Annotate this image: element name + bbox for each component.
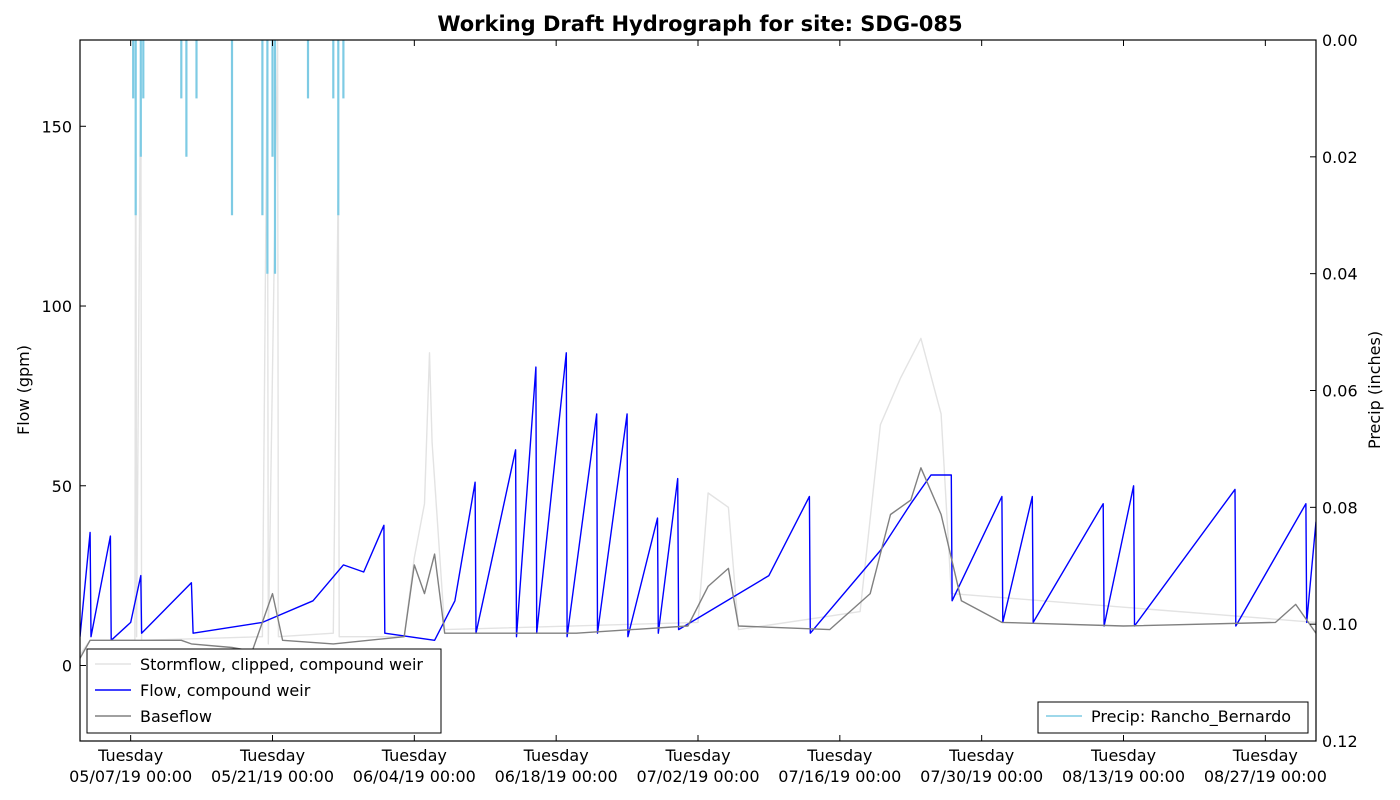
x-tick-label-day: Tuesday [239,746,305,765]
x-tick-label-date: 05/07/19 00:00 [69,767,192,786]
x-tick-label-day: Tuesday [806,746,872,765]
x-axis: Tuesday 05/07/19 00:00 Tuesday 05/21/19 00:… [69,40,1327,786]
legend-entry-flow: Flow, compound weir [95,681,311,700]
x-tick-label-day: Tuesday [523,746,589,765]
x-tick-label-date: 06/18/19 00:00 [495,767,618,786]
y-tick-label-right: 0.10 [1322,615,1358,634]
y-tick-label-right: 0.00 [1322,31,1358,50]
chart-title: Working Draft Hydrograph for site: SDG-0… [437,12,962,36]
legend-label-stormflow: Stormflow, clipped, compound weir [140,655,423,674]
x-tick-label-date: 08/27/19 00:00 [1204,767,1327,786]
legend-label-baseflow: Baseflow [140,707,212,726]
x-tick-label-date: 06/04/19 00:00 [353,767,476,786]
y-tick-label-left: 0 [62,657,72,676]
y-tick-label-left: 100 [41,297,72,316]
y-axis-label-left: Flow (gpm) [14,345,33,435]
series-line-flow [80,352,1316,641]
x-tick-label-day: Tuesday [664,746,730,765]
y-tick-label-left: 150 [41,117,72,136]
legend-left: Stormflow, clipped, compound weir Flow, … [86,648,442,734]
x-tick-label-date: 07/16/19 00:00 [778,767,901,786]
x-tick-label-day: Tuesday [97,746,163,765]
x-tick-label-day: Tuesday [381,746,447,765]
x-tick-label-date: 05/21/19 00:00 [211,767,334,786]
legend-entry-precip: Precip: Rancho_Bernardo [1046,707,1291,727]
legend-entry-stormflow: Stormflow, clipped, compound weir [95,655,423,674]
x-tick-label-date: 08/13/19 00:00 [1062,767,1185,786]
y-axis-right: 0.00 0.02 0.04 0.06 0.08 0.10 0.12 [1310,31,1358,751]
y-tick-label-right: 0.12 [1322,732,1358,751]
y-tick-label-right: 0.06 [1322,382,1358,401]
legend-right: Precip: Rancho_Bernardo [1037,701,1309,734]
y-axis-left: 0 50 100 150 [41,117,86,676]
x-tick-label-date: 07/02/19 00:00 [636,767,759,786]
y-axis-label-right: Precip (inches) [1365,331,1384,449]
legend-label-precip: Precip: Rancho_Bernardo [1091,707,1291,727]
x-tick-label-date: 07/30/19 00:00 [920,767,1043,786]
x-tick-label-day: Tuesday [1232,746,1298,765]
x-tick-label-day: Tuesday [948,746,1014,765]
legend-label-flow: Flow, compound weir [140,681,311,700]
y-tick-label-right: 0.08 [1322,498,1358,517]
y-tick-label-right: 0.02 [1322,148,1358,167]
x-tick-label-day: Tuesday [1090,746,1156,765]
legend-right-box [1037,701,1309,734]
legend-left-box [86,648,442,734]
y-tick-label-right: 0.04 [1322,265,1358,284]
legend-entry-baseflow: Baseflow [95,707,212,726]
y-tick-label-left: 50 [52,477,72,496]
